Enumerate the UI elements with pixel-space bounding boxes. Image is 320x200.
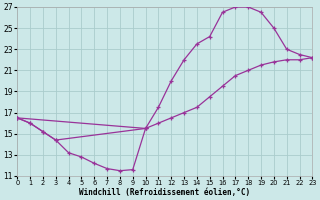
- X-axis label: Windchill (Refroidissement éolien,°C): Windchill (Refroidissement éolien,°C): [79, 188, 250, 197]
